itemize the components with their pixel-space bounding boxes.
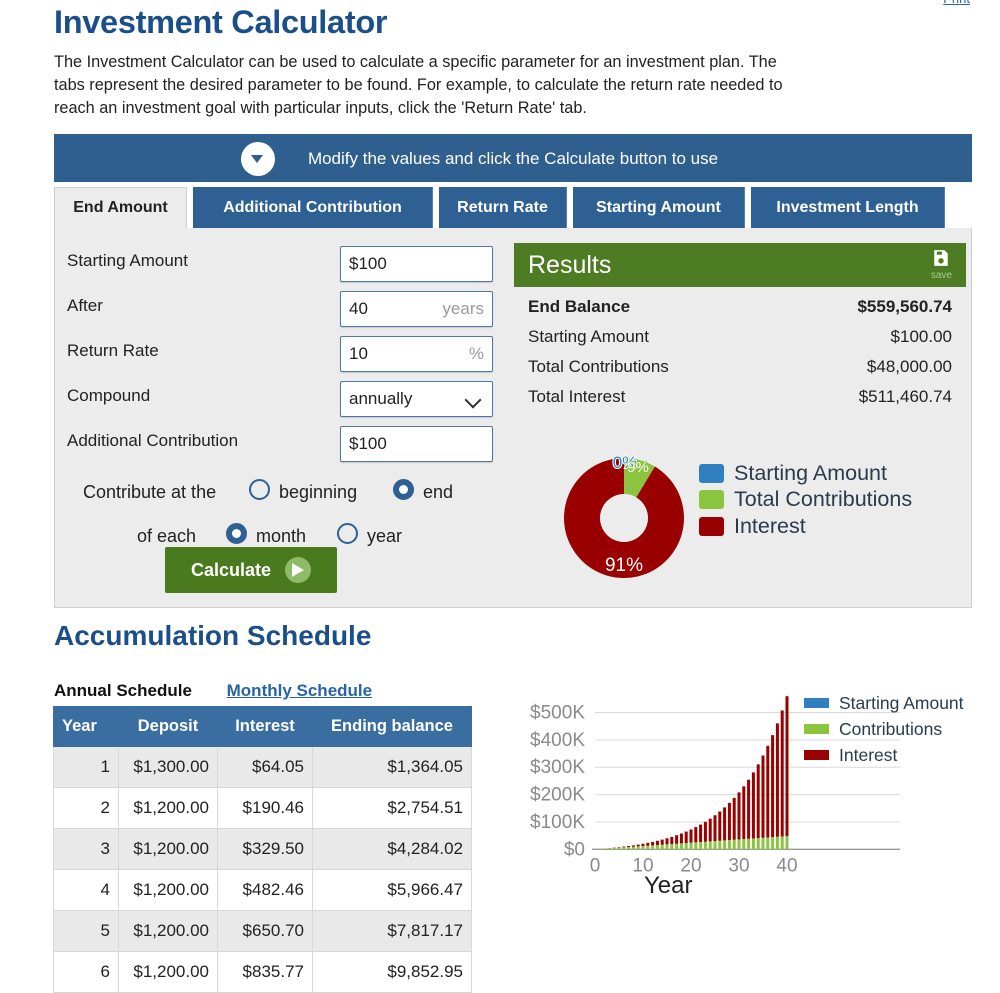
svg-text:$400K: $400K: [530, 730, 585, 751]
svg-text:0: 0: [590, 855, 601, 876]
svg-text:$300K: $300K: [530, 757, 585, 778]
svg-text:$200K: $200K: [530, 785, 585, 806]
svg-text:$0: $0: [564, 839, 585, 860]
svg-text:$500K: $500K: [530, 703, 585, 724]
svg-text:$100K: $100K: [530, 812, 585, 833]
svg-text:40: 40: [776, 855, 797, 876]
svg-text:30: 30: [728, 855, 749, 876]
